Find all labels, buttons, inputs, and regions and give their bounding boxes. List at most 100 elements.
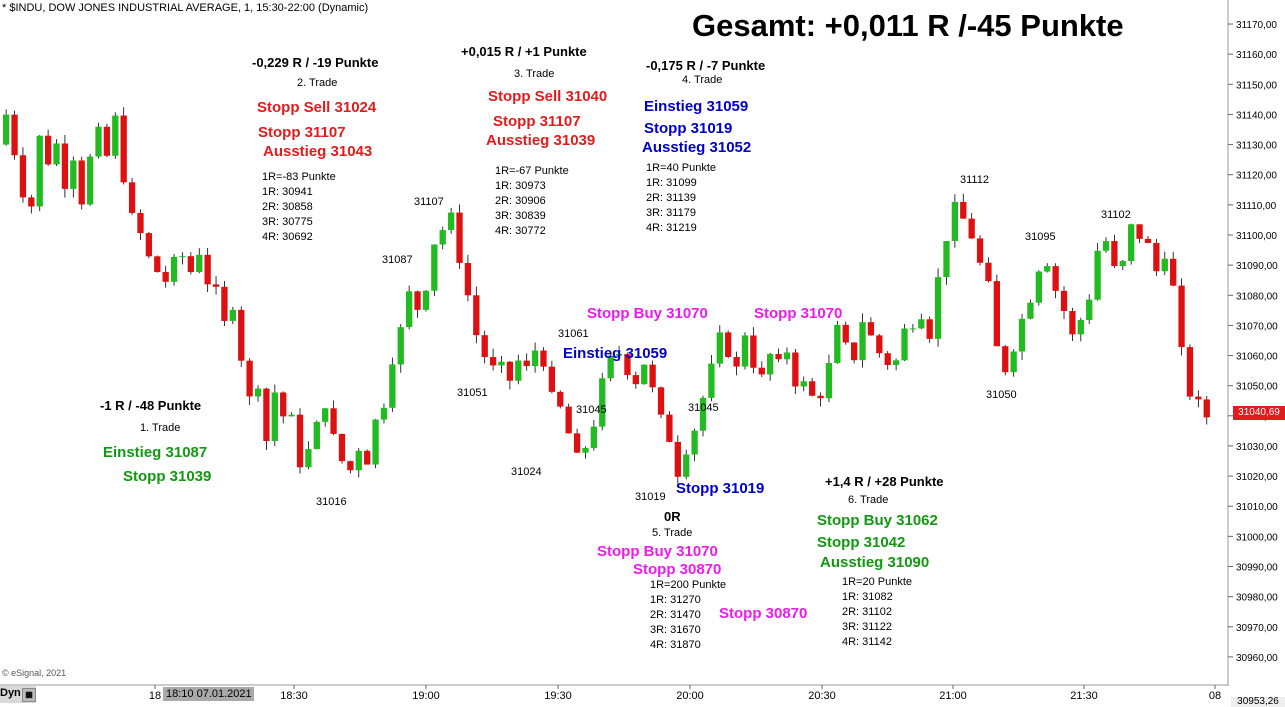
candle-body [733,356,740,367]
candle-body [288,414,295,417]
level: 1R: 30941 [262,186,313,198]
trade5-stop-chart: Stopp 30870 [719,605,808,622]
candle-body [918,319,925,329]
level: 1R: 31099 [646,177,697,189]
candle-body [1128,224,1135,261]
candle-body [750,335,757,368]
candle-body [137,212,144,234]
y-tick-label: 30960,00 [1236,653,1278,664]
candle-body [666,414,673,442]
candle-body [842,324,849,343]
level: 1R: 31270 [650,594,701,606]
candle-body [1178,285,1185,348]
trade4-exit: Ausstieg 31052 [642,139,752,156]
candle-body [590,426,598,448]
candle-body [708,363,715,398]
candle-body [498,361,505,366]
candle-body [78,160,85,205]
candle-body [36,135,43,207]
candle-body [892,360,900,366]
chart-header: * $INDU, DOW JONES INDUSTRIAL AVERAGE, 1… [2,2,369,14]
candle-body [162,272,169,282]
y-tick-label: 31100,00 [1236,231,1277,242]
candle-body [531,350,539,367]
candle-body [1102,241,1110,251]
level: 1R=-83 Punkte [262,171,336,183]
candle-body [61,143,69,189]
candle-body [1010,351,1017,373]
chart-icon[interactable]: ▦ [22,688,36,702]
candle-body [741,335,749,367]
candle-body [901,328,908,361]
candle-body [120,115,127,183]
candle-body [615,354,623,356]
candle-body [783,352,791,360]
candle-body [380,407,388,420]
candle-body [254,388,262,397]
candle-body [238,309,245,361]
candle-body [1027,302,1034,319]
trade1-stop: Stopp 31039 [123,468,212,485]
trade6-stop: Stopp 31042 [817,534,906,551]
x-tick-label: 21:30 [1070,690,1098,702]
trade4-result: -0,175 R / -7 Punkte [646,58,766,73]
trade2-exit: Ausstieg 31043 [263,143,373,160]
y-tick-label: 30980,00 [1236,593,1278,604]
candle-body [725,332,732,357]
candle-body [212,284,220,287]
dyn-toggle[interactable]: Dyn ▦ [0,686,36,703]
candle-body [28,197,35,207]
trade3-stop-sell: Stopp Sell 31040 [488,88,608,105]
level: 2R: 30858 [262,201,313,213]
candle-body [515,360,522,381]
trade6-exit: Ausstieg 31090 [820,554,930,571]
trade6-name: 6. Trade [848,494,889,506]
mid-stop-right: Stopp 31070 [754,305,843,322]
trade3-exit: Ausstieg 31039 [486,132,596,149]
candle-body [968,218,975,239]
trade4-stop: Stopp 31019 [644,120,733,137]
candle-body [103,126,111,156]
y-tick-label: 31000,00 [1236,532,1278,543]
y-tick-label: 31010,00 [1236,502,1278,513]
trade5-stop: Stopp 30870 [633,561,722,578]
y-tick-label: 31090,00 [1236,261,1278,272]
candle-body [758,367,765,375]
candle-body [280,392,287,417]
price-label: 31019 [635,491,666,503]
candle-body [582,447,589,453]
price-label: 31087 [382,254,413,266]
candle-body [196,254,203,273]
y-tick-label: 30970,00 [1236,623,1278,634]
candle-body [607,355,614,379]
trade3-result: +0,015 R / +1 Punkte [461,44,587,59]
candle-body [909,328,917,330]
level: 1R=-67 Punkte [495,165,569,177]
candle-body [699,397,707,431]
candle-body [170,256,178,282]
level: 2R: 30906 [495,195,546,207]
level: 1R=20 Punkte [842,576,913,588]
candle-body [456,212,463,263]
level: 4R: 31219 [646,222,697,234]
level: 4R: 31870 [650,639,701,651]
price-label: 31050 [986,389,1017,401]
candle-body [112,115,119,156]
price-label: 31102 [1101,209,1131,221]
level: 4R: 30692 [262,231,313,243]
candle-body [422,290,430,310]
candle-body [792,352,799,387]
price-label: 31107 [414,196,444,208]
y-tick-label: 31140,00 [1236,110,1277,121]
candle-body [876,335,883,354]
candle-body [641,364,648,385]
candle-body [372,419,379,465]
trade3-levels: 1R=-67 Punkte 1R: 30973 2R: 30906 3R: 30… [495,164,569,239]
candle-body [447,212,455,231]
candle-body [926,319,933,339]
candle-body [481,335,488,358]
trade1-name: 1. Trade [140,422,181,434]
dyn-label: Dyn [0,687,21,699]
price-label: 31051 [457,387,488,399]
candle-body [767,353,774,375]
